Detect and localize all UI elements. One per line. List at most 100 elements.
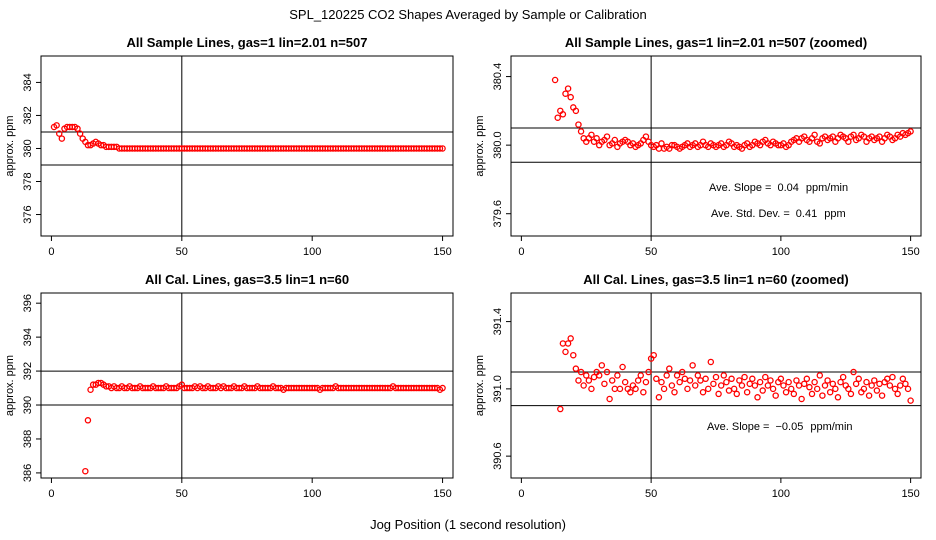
data-point — [894, 390, 901, 398]
data-point — [782, 388, 790, 396]
x-tick-label: 100 — [772, 488, 790, 500]
y-tick-label: 382 — [22, 106, 34, 124]
data-point — [658, 140, 665, 147]
data-point — [634, 377, 642, 384]
data-point — [907, 128, 914, 135]
data-point — [619, 363, 626, 371]
data-point — [723, 378, 730, 386]
data-point — [671, 388, 678, 396]
data-point — [666, 365, 673, 372]
x-tick-label: 150 — [433, 246, 451, 258]
data-point — [889, 373, 896, 381]
data-point — [439, 384, 446, 392]
data-point — [679, 368, 686, 376]
data-point — [660, 385, 668, 393]
data-point — [816, 372, 824, 379]
x-tick-label: 0 — [48, 246, 54, 258]
data-point — [601, 380, 608, 388]
data-point — [821, 382, 829, 389]
data-point — [878, 392, 886, 399]
y-tick-label: 379.6 — [492, 200, 504, 228]
data-point — [746, 380, 753, 388]
data-point — [733, 390, 741, 398]
data-point — [562, 90, 569, 97]
data-point — [614, 372, 621, 379]
y-tick-label: 384 — [22, 73, 34, 91]
data-point — [653, 375, 660, 383]
data-point — [725, 387, 733, 394]
y-tick-label: 390 — [22, 396, 34, 414]
data-point — [829, 380, 837, 388]
data-point — [904, 385, 912, 393]
data-point — [608, 377, 616, 384]
data-point — [577, 368, 585, 376]
data-point — [738, 382, 746, 389]
data-point — [886, 382, 894, 389]
y-tick-label: 396 — [22, 294, 34, 312]
data-point — [865, 392, 873, 399]
data-point — [616, 385, 624, 393]
data-point — [769, 385, 777, 393]
data-point — [899, 375, 907, 383]
data-point — [590, 373, 598, 381]
data-point — [694, 372, 702, 379]
data-point — [808, 390, 816, 398]
x-tick-label: 100 — [303, 488, 321, 500]
x-tick-label: 50 — [176, 246, 188, 258]
y-axis-label: approx. ppm — [474, 115, 486, 176]
annotation-label: Ave. Slope = — [709, 182, 771, 194]
data-point — [816, 140, 824, 147]
data-point — [564, 85, 572, 92]
data-point — [580, 382, 587, 389]
x-tick-label: 150 — [901, 246, 919, 258]
data-point — [686, 377, 694, 384]
x-tick-label: 0 — [48, 488, 54, 500]
data-point — [876, 380, 883, 388]
data-point — [583, 372, 590, 379]
data-point — [855, 375, 862, 383]
data-point — [793, 377, 800, 384]
data-point — [650, 351, 657, 359]
data-point — [603, 133, 611, 140]
data-point — [559, 111, 567, 118]
data-point — [82, 467, 89, 475]
data-point — [598, 362, 606, 369]
data-point — [570, 351, 577, 359]
data-point — [850, 368, 857, 376]
data-point — [554, 114, 561, 121]
y-tick-label: 391.0 — [492, 375, 504, 403]
data-point — [767, 377, 774, 384]
data-point — [891, 385, 899, 393]
data-point — [76, 130, 84, 137]
data-point — [873, 387, 881, 394]
data-point — [593, 135, 600, 142]
panel-title: All Cal. Lines, gas=3.5 lin=1 n=60 — [145, 272, 349, 287]
panel-title: All Cal. Lines, gas=3.5 lin=1 n=60 (zoom… — [583, 272, 849, 287]
data-point — [907, 397, 914, 404]
data-point — [896, 382, 904, 389]
annotation-value: 0.04 — [777, 182, 798, 194]
y-tick-label: 386 — [22, 464, 34, 482]
data-point — [736, 377, 743, 384]
data-point — [572, 365, 580, 372]
data-point — [632, 385, 639, 393]
data-point — [575, 121, 582, 128]
data-point — [780, 382, 787, 389]
data-point — [754, 394, 761, 401]
annotation-unit: ppm/min — [806, 182, 848, 194]
data-point — [811, 378, 818, 386]
data-point — [845, 138, 852, 145]
figure-xlabel: Jog Position (1 second resolution) — [370, 517, 566, 532]
data-point — [557, 405, 564, 413]
data-point — [847, 390, 855, 398]
data-point — [756, 378, 764, 386]
data-point — [559, 340, 567, 347]
data-point — [691, 382, 699, 389]
annotation-value: 0.41 — [796, 208, 817, 220]
data-point — [74, 125, 81, 132]
data-point — [707, 358, 715, 366]
data-point — [640, 388, 647, 396]
data-point — [621, 378, 629, 386]
figure-title: SPL_120225 CO2 Shapes Averaged by Sample… — [289, 7, 647, 22]
